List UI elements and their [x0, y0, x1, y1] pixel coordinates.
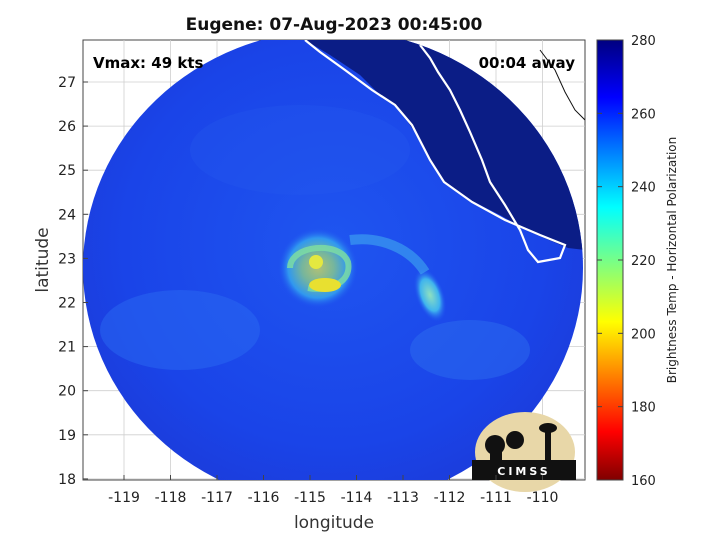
vmax-label: Vmax: 49 kts [93, 54, 203, 72]
x-tick-label: -115 [294, 490, 326, 506]
colorbar-tick-label: 240 [631, 181, 656, 196]
colorbar-tick-label: 220 [631, 254, 656, 269]
colorbar-tick-label: 260 [631, 107, 656, 122]
colorbar-tick-label: 280 [631, 34, 656, 49]
x-tick-label: -114 [341, 490, 373, 506]
x-axis: -119 -118 -117 -116 -115 -114 -113 -112 -111 -110 [108, 475, 558, 506]
coastline [304, 40, 567, 264]
colorbar: 280 260 240 220 200 180 160 Brightness Temp - … [596, 34, 679, 489]
y-tick-label: 21 [58, 340, 76, 356]
logo-text: CIMSS [497, 465, 550, 478]
y-axis-label: latitude [33, 227, 53, 292]
x-tick-label: -118 [155, 490, 187, 506]
y-axis: 27 26 25 24 23 22 21 20 19 18 [58, 75, 88, 488]
colorbar-tick-label: 160 [631, 474, 656, 489]
y-tick-label: 22 [58, 296, 76, 312]
x-tick-label: -113 [387, 490, 419, 506]
plot-area: Vmax: 49 kts 00:04 away CIMSS -119 -118 -1… [58, 39, 586, 506]
x-tick-label: -116 [248, 490, 280, 506]
cimss-logo: CIMSS [472, 412, 576, 492]
chart-title: Eugene: 07-Aug-2023 00:45:00 [186, 15, 483, 35]
rainband [413, 268, 447, 322]
y-tick-label: 23 [58, 251, 76, 267]
y-tick-label: 18 [58, 472, 76, 488]
eyewall-max [309, 278, 341, 292]
y-tick-label: 19 [58, 428, 76, 444]
y-tick-label: 20 [58, 384, 76, 400]
colorbar-label: Brightness Temp - Horizontal Polarizatio… [665, 137, 679, 384]
y-tick-label: 27 [58, 75, 76, 91]
x-tick-label: -110 [527, 490, 559, 506]
x-tick-label: -117 [201, 490, 233, 506]
y-tick-label: 26 [58, 119, 76, 135]
x-tick-label: -111 [480, 490, 512, 506]
coastline-mainland [539, 49, 585, 121]
x-tick-label: -119 [108, 490, 140, 506]
x-axis-label: longitude [294, 513, 374, 533]
y-tick-label: 24 [58, 207, 76, 223]
colorbar-tick-label: 180 [631, 401, 656, 416]
x-tick-label: -112 [434, 490, 466, 506]
time-away-label: 00:04 away [479, 54, 576, 72]
colorbar-tick-label: 200 [631, 327, 656, 342]
y-tick-label: 25 [58, 163, 76, 179]
